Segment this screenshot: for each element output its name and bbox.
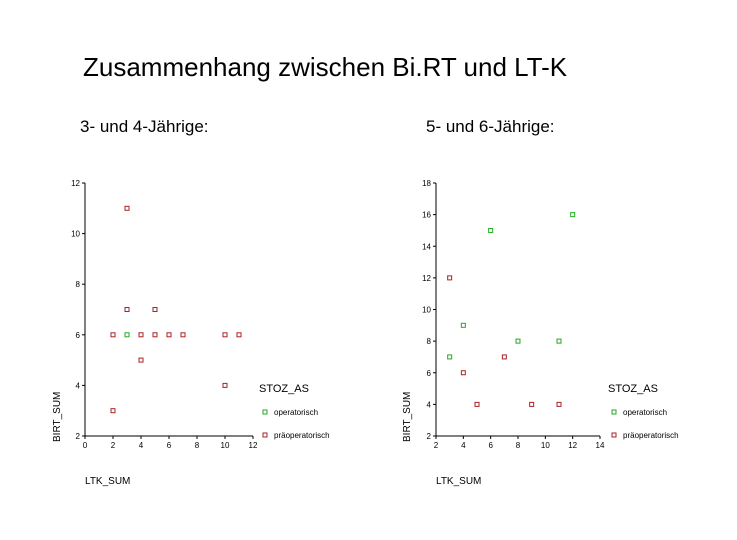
y-tick-label: 6 <box>427 369 432 378</box>
data-point-praeoperatorisch <box>152 332 158 338</box>
y-tick-label: 8 <box>427 337 432 346</box>
chart-2-x-axis-label: LTK_SUM <box>436 476 481 487</box>
x-tick-label: 2 <box>111 441 116 450</box>
y-tick-label: 18 <box>422 179 431 188</box>
data-point-praeoperatorisch <box>501 354 507 360</box>
data-point-praeoperatorisch <box>110 408 116 414</box>
data-point-praeoperatorisch <box>110 332 116 338</box>
legend-marker <box>611 409 617 415</box>
x-tick-label: 4 <box>139 441 144 450</box>
data-point-praeoperatorisch <box>222 382 228 388</box>
data-point-praeoperatorisch <box>166 332 172 338</box>
x-tick-label: 8 <box>516 441 521 450</box>
y-tick-label: 2 <box>427 432 432 441</box>
data-point-praeoperatorisch <box>529 401 535 407</box>
x-tick-label: 14 <box>596 441 605 450</box>
x-tick-label: 6 <box>167 441 172 450</box>
y-tick-label: 10 <box>422 306 431 315</box>
legend-marker <box>611 432 617 438</box>
data-point-operatorisch <box>488 227 494 233</box>
y-tick-label: 4 <box>427 400 432 409</box>
y-tick-label: 6 <box>76 331 81 340</box>
chart-2-legend-title: STOZ_AS <box>608 383 658 395</box>
data-point-praeoperatorisch <box>124 205 130 211</box>
x-tick-label: 8 <box>195 441 200 450</box>
data-point-praeoperatorisch <box>180 332 186 338</box>
legend-entry: präoperatorisch <box>274 431 330 440</box>
data-point-praeoperatorisch <box>138 357 144 363</box>
y-tick-label: 8 <box>76 280 81 289</box>
chart-1-x-axis-label: LTK_SUM <box>85 476 130 487</box>
y-tick-label: 12 <box>422 274 431 283</box>
chart-1-y-axis-label: BIRT_SUM <box>52 392 63 442</box>
data-point-operatorisch <box>556 338 562 344</box>
chart-2-y-axis-label: BIRT_SUM <box>402 392 413 442</box>
x-tick-label: 12 <box>568 441 577 450</box>
y-tick-label: 4 <box>76 381 81 390</box>
data-point-praeoperatorisch <box>460 370 466 376</box>
page-title: Zusammenhang zwischen Bi.RT und LT-K <box>83 52 568 82</box>
legend-marker <box>262 432 268 438</box>
chart-1-title: 3- und 4-Jährige: <box>80 117 209 136</box>
data-point-operatorisch <box>515 338 521 344</box>
legend-marker <box>262 409 268 415</box>
x-tick-label: 0 <box>83 441 88 450</box>
x-tick-label: 10 <box>221 441 230 450</box>
legend-entry: präoperatorisch <box>623 431 679 440</box>
data-point-operatorisch <box>124 332 130 338</box>
data-point-praeoperatorisch <box>474 401 480 407</box>
x-tick-label: 6 <box>488 441 493 450</box>
y-tick-label: 10 <box>71 230 80 239</box>
data-point-praeoperatorisch <box>222 332 228 338</box>
data-point-praeoperatorisch <box>236 332 242 338</box>
y-tick-label: 14 <box>422 242 431 251</box>
x-tick-label: 2 <box>434 441 439 450</box>
data-point-operatorisch <box>460 322 466 328</box>
data-point-praeoperatorisch <box>124 307 130 312</box>
data-point-operatorisch <box>447 354 453 360</box>
data-point-praeoperatorisch <box>556 401 562 407</box>
y-tick-label: 16 <box>422 211 431 220</box>
data-point-operatorisch <box>570 212 576 218</box>
chart-1-legend-title: STOZ_AS <box>259 383 309 395</box>
legend-entry: operatorisch <box>623 408 667 417</box>
data-point-praeoperatorisch <box>447 275 453 281</box>
data-point-praeoperatorisch <box>138 332 144 338</box>
x-tick-label: 12 <box>249 441 258 450</box>
y-tick-label: 12 <box>71 179 80 188</box>
y-tick-label: 2 <box>76 432 81 441</box>
x-tick-label: 4 <box>461 441 466 450</box>
x-tick-label: 10 <box>541 441 550 450</box>
data-point-praeoperatorisch <box>152 307 158 312</box>
chart-2-title: 5- und 6-Jährige: <box>426 117 555 136</box>
legend-entry: operatorisch <box>274 408 318 417</box>
